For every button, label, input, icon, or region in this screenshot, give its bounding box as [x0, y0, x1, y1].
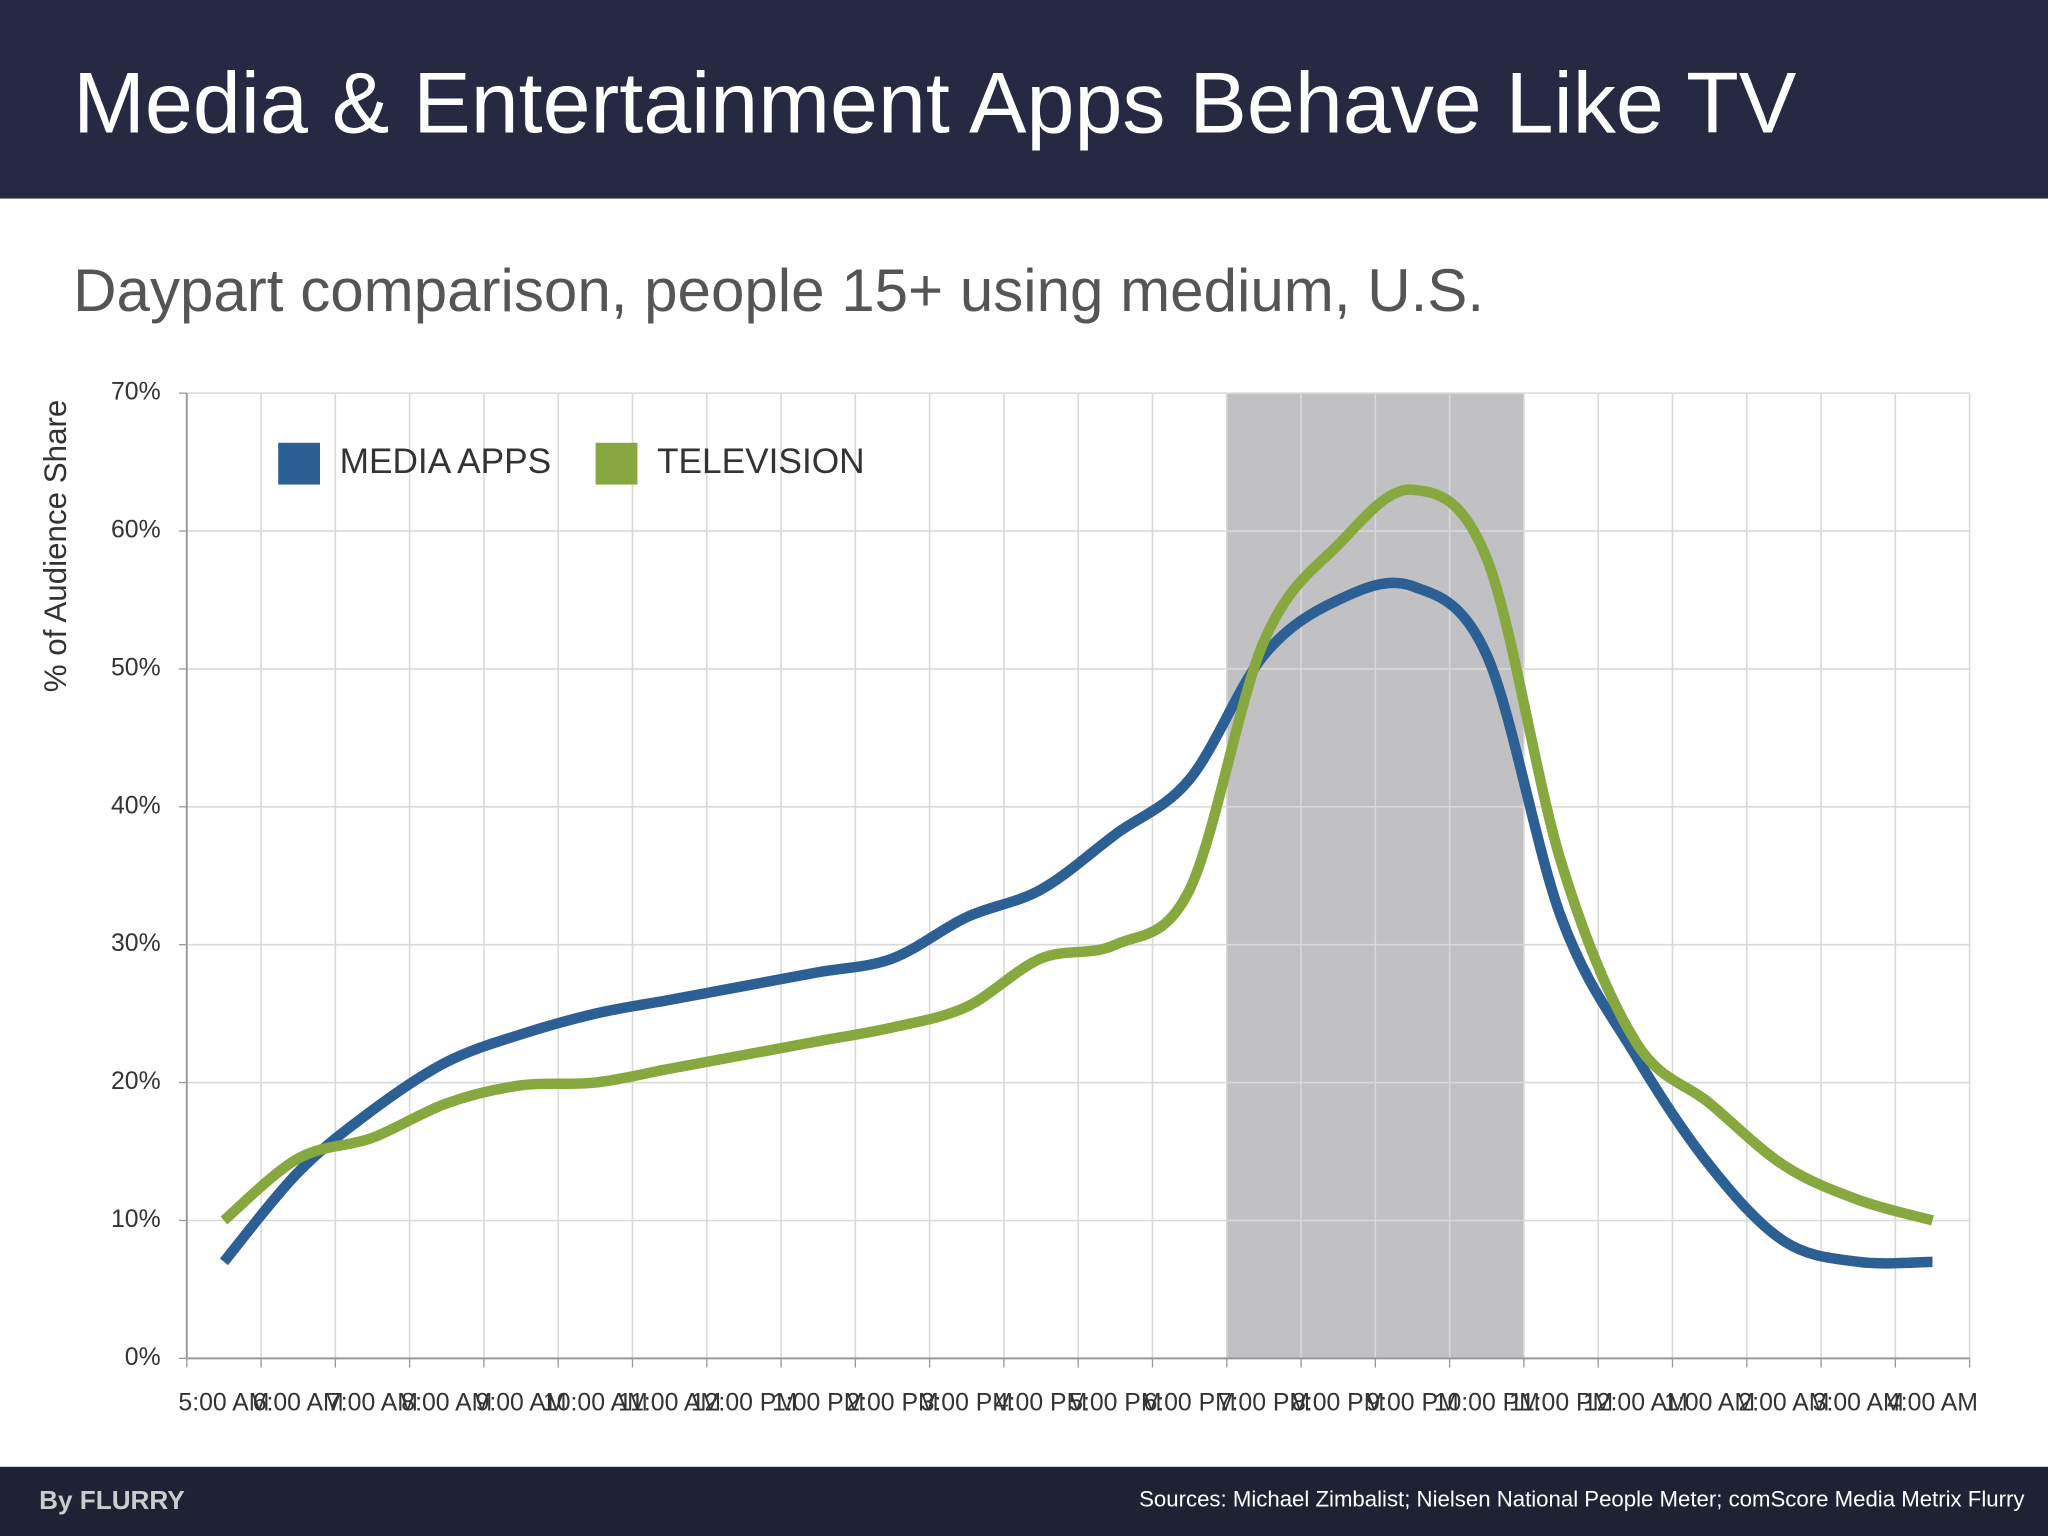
series-line: [219, 577, 1933, 1269]
x-tick-label: 2:00 PM: [846, 1390, 938, 1417]
legend-label: TELEVISION: [657, 442, 865, 481]
y-axis-label: % of Audience Share: [38, 400, 73, 693]
legend-label: MEDIA APPS: [340, 442, 552, 481]
header-bar: [0, 0, 2048, 199]
x-tick-label: 4:00 PM: [995, 1390, 1087, 1417]
y-tick-label: 20%: [111, 1068, 161, 1095]
x-tick-label: 11:00 PM: [1509, 1390, 1613, 1417]
x-tick-label: 2:00 AM: [1738, 1390, 1829, 1417]
series-line: [220, 484, 1934, 1226]
brand: By FLURRY: [39, 1485, 185, 1515]
x-tick-label: 4:00 AM: [1887, 1390, 1978, 1417]
legend-swatch: [278, 442, 320, 485]
x-tick-label: 7:00 AM: [327, 1390, 418, 1417]
legend-swatch: [595, 442, 638, 485]
chart-title: Daypart comparison, people 15+ using med…: [73, 257, 1484, 324]
y-tick-label: 10%: [111, 1206, 161, 1233]
x-tick-label: 8:00 PM: [1292, 1390, 1384, 1417]
y-tick-label: 0%: [125, 1344, 161, 1371]
x-tick-label: 3:00 PM: [921, 1390, 1013, 1417]
y-tick-label: 40%: [111, 792, 161, 819]
x-tick-label: 9:00 PM: [1366, 1390, 1458, 1417]
y-tick-label: 70%: [111, 379, 161, 406]
y-tick-label: 60%: [111, 517, 161, 544]
x-tick-label: 6:00 AM: [253, 1390, 344, 1417]
x-tick-label: 9:00 AM: [476, 1390, 567, 1417]
y-tick-label: 30%: [111, 930, 161, 957]
x-tick-label: 7:00 PM: [1218, 1390, 1310, 1417]
x-tick-label: 10:00 AM: [543, 1390, 648, 1417]
x-tick-label: 1:00 PM: [772, 1390, 864, 1417]
x-tick-label: 5:00 AM: [178, 1390, 269, 1417]
slide-title: Media & Entertainment Apps Behave Like T…: [73, 55, 1797, 151]
x-tick-label: 5:00 PM: [1069, 1390, 1161, 1417]
x-tick-label: 3:00 AM: [1813, 1390, 1904, 1417]
x-tick-label: 6:00 PM: [1143, 1390, 1235, 1417]
y-tick-label: 50%: [111, 654, 161, 681]
x-tick-label: 12:00 PM: [691, 1390, 797, 1417]
x-tick-label: 1:00 AM: [1664, 1390, 1755, 1417]
x-tick-label: 12:00 AM: [1583, 1390, 1688, 1417]
x-tick-label: 8:00 AM: [401, 1390, 492, 1417]
x-tick-label: 10:00 PM: [1434, 1390, 1540, 1417]
x-tick-label: 11:00 AM: [618, 1390, 721, 1417]
sources: Sources: Michael Zimbalist; Nielsen Nati…: [1139, 1487, 2025, 1512]
footer-bar: [0, 1466, 2048, 1536]
